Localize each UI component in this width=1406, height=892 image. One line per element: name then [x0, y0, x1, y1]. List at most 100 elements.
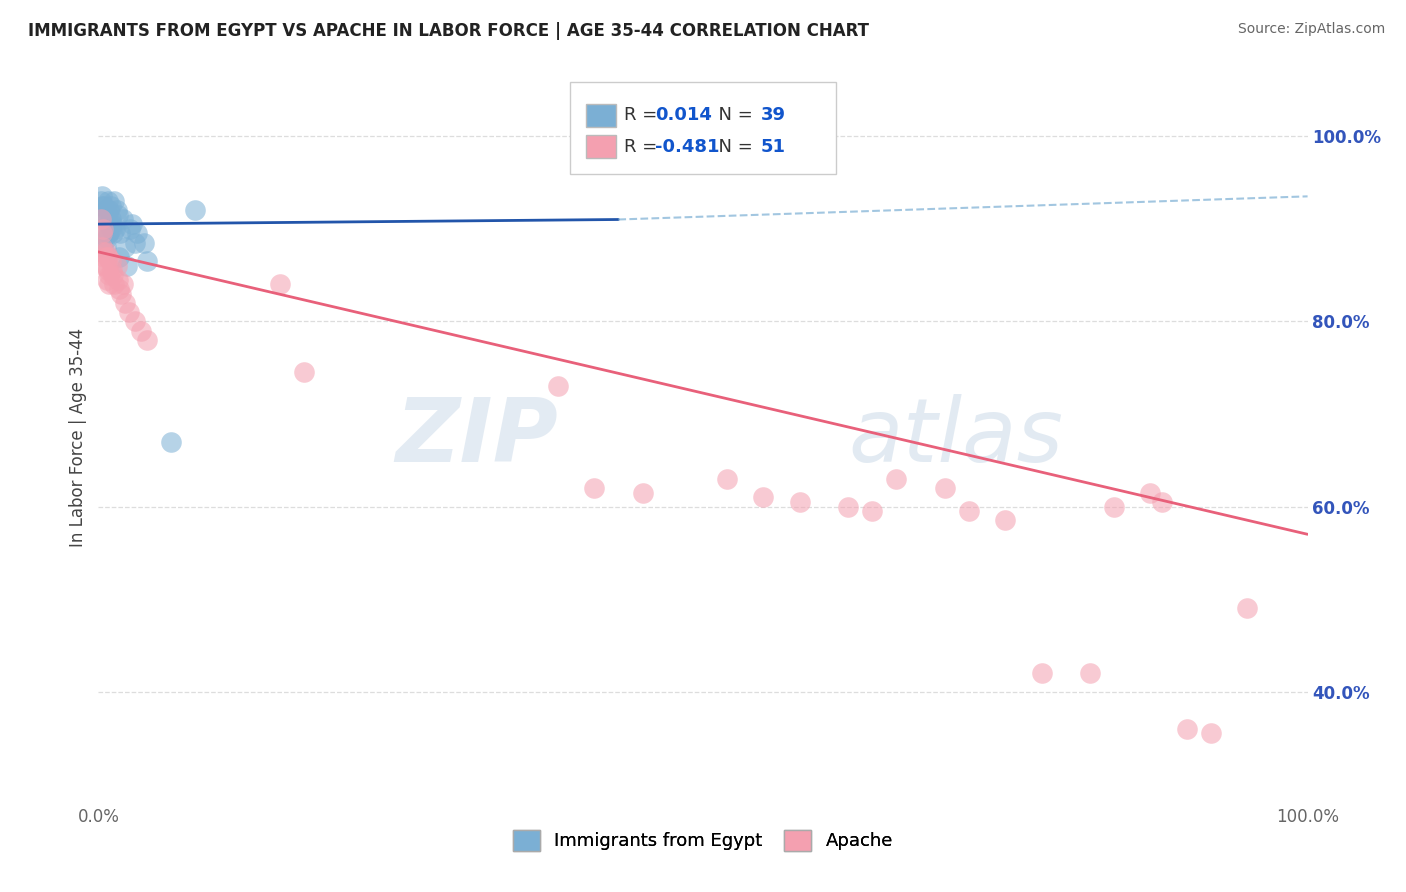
- Point: [292, 365, 315, 379]
- Point: [91, 244, 114, 259]
- Point: [91, 240, 114, 254]
- Point: [860, 504, 883, 518]
- Point: [105, 203, 128, 218]
- Point: [160, 434, 183, 449]
- Point: [97, 194, 120, 208]
- Point: [121, 217, 143, 231]
- Point: [105, 259, 128, 273]
- Point: [957, 504, 980, 518]
- Text: N =: N =: [707, 137, 758, 155]
- Text: -0.481: -0.481: [655, 137, 718, 155]
- Point: [94, 259, 117, 273]
- Point: [91, 189, 114, 203]
- Point: [100, 263, 122, 277]
- Point: [1199, 726, 1222, 740]
- Text: IMMIGRANTS FROM EGYPT VS APACHE IN LABOR FORCE | AGE 35-44 CORRELATION CHART: IMMIGRANTS FROM EGYPT VS APACHE IN LABOR…: [28, 22, 869, 40]
- Point: [100, 199, 122, 213]
- Point: [97, 250, 120, 264]
- Point: [1078, 666, 1101, 681]
- Point: [91, 227, 114, 241]
- Point: [752, 490, 775, 504]
- Text: atlas: atlas: [848, 394, 1063, 480]
- Point: [135, 254, 157, 268]
- Point: [111, 212, 134, 227]
- Point: [886, 472, 908, 486]
- Point: [90, 208, 112, 222]
- Point: [129, 324, 152, 338]
- Y-axis label: In Labor Force | Age 35-44: In Labor Force | Age 35-44: [69, 327, 87, 547]
- Point: [100, 221, 122, 235]
- Point: [837, 500, 859, 514]
- FancyBboxPatch shape: [586, 135, 616, 158]
- Point: [94, 240, 117, 254]
- Point: [91, 227, 114, 241]
- Point: [91, 199, 114, 213]
- Point: [114, 240, 136, 254]
- Point: [97, 217, 120, 231]
- Text: 51: 51: [761, 137, 786, 155]
- Point: [1152, 495, 1174, 509]
- Point: [100, 217, 122, 231]
- Point: [135, 333, 157, 347]
- Point: [100, 254, 122, 268]
- Point: [107, 208, 129, 222]
- Point: [118, 221, 141, 235]
- Point: [91, 221, 114, 235]
- Point: [789, 495, 811, 509]
- Point: [94, 244, 117, 259]
- Point: [124, 314, 146, 328]
- Point: [96, 212, 118, 227]
- Point: [134, 235, 156, 250]
- Point: [118, 305, 141, 319]
- Point: [934, 481, 956, 495]
- Point: [108, 250, 131, 264]
- Point: [108, 282, 131, 296]
- Point: [547, 379, 569, 393]
- Point: [108, 227, 131, 241]
- Point: [124, 235, 146, 250]
- Point: [1139, 485, 1161, 500]
- Point: [93, 212, 115, 227]
- Point: [114, 295, 136, 310]
- Text: R =: R =: [624, 106, 664, 124]
- Point: [127, 227, 149, 241]
- Point: [631, 485, 654, 500]
- Legend: Immigrants from Egypt, Apache: Immigrants from Egypt, Apache: [503, 821, 903, 860]
- Point: [269, 277, 291, 292]
- Point: [1175, 722, 1198, 736]
- Point: [184, 203, 207, 218]
- Text: 39: 39: [761, 106, 786, 124]
- Point: [583, 481, 606, 495]
- Point: [98, 203, 121, 218]
- Point: [93, 259, 115, 273]
- Point: [100, 212, 122, 227]
- FancyBboxPatch shape: [569, 82, 837, 174]
- Point: [97, 263, 120, 277]
- Point: [98, 227, 121, 241]
- Point: [1102, 500, 1125, 514]
- Point: [101, 268, 124, 282]
- Point: [101, 227, 124, 241]
- Point: [1236, 601, 1258, 615]
- Point: [91, 240, 114, 254]
- Point: [104, 221, 127, 235]
- Point: [98, 268, 121, 282]
- Text: N =: N =: [707, 106, 758, 124]
- Point: [93, 199, 115, 213]
- Point: [90, 212, 112, 227]
- Point: [96, 231, 118, 245]
- FancyBboxPatch shape: [586, 103, 616, 128]
- Point: [103, 277, 125, 292]
- Point: [96, 273, 118, 287]
- Point: [111, 277, 134, 292]
- Point: [110, 286, 132, 301]
- Point: [994, 513, 1017, 527]
- Text: Source: ZipAtlas.com: Source: ZipAtlas.com: [1237, 22, 1385, 37]
- Text: ZIP: ZIP: [395, 393, 558, 481]
- Point: [94, 203, 117, 218]
- Point: [117, 259, 139, 273]
- Point: [1031, 666, 1053, 681]
- Point: [90, 194, 112, 208]
- Point: [103, 194, 125, 208]
- Point: [98, 277, 121, 292]
